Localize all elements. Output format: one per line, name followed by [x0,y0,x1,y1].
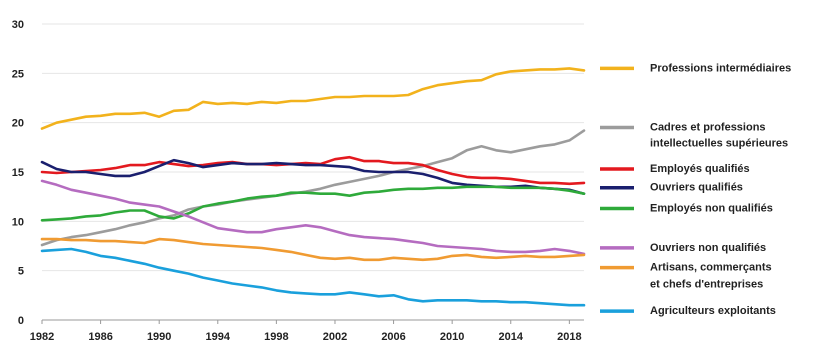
series-line [40,185,586,222]
x-tick-label: 1986 [88,331,112,343]
legend-label: Artisans, commerçants et chefs d'entrepri… [650,262,772,291]
legend-label: Cadres et professions intellectuelles sup… [650,122,788,150]
y-axis: 0 5 10 15 20 25 30 [12,19,24,327]
y-tick-label: 5 [18,266,24,278]
series-line [40,155,586,186]
x-axis: 1982 1986 1990 1994 1998 2002 2006 2010 2014 2018 [30,319,584,343]
x-tick-label: 2018 [557,331,581,343]
legend-label: Employés qualifiés [650,163,750,175]
x-tick-label: 2014 [499,331,524,343]
x-tick-label: 2002 [323,331,347,343]
series-line [40,129,586,247]
x-tick-label: 1990 [147,331,171,343]
gridlines [42,23,584,272]
legend-label: Ouvriers qualifiés [650,182,743,194]
y-tick-label: 10 [12,216,24,228]
x-tick-label: 1994 [206,331,231,343]
series-line [40,179,586,256]
series-line [40,237,586,262]
x-tick-label: 1998 [264,331,288,343]
legend-label: Employés non qualifiés [650,202,773,214]
legend: Professions intermédiaires Cadres et prof… [600,62,791,317]
series-line [40,67,586,130]
y-tick-label: 15 [12,167,24,179]
legend-label: Professions intermédiaires [650,62,791,74]
series-lines [40,67,586,307]
y-tick-label: 25 [12,68,24,80]
y-tick-label: 0 [18,315,24,327]
x-tick-label: 2006 [381,331,405,343]
legend-label: Ouvriers non qualifiés [650,242,766,254]
series-line [40,247,586,307]
x-tick-label: 1982 [30,331,54,343]
y-tick-label: 20 [12,118,24,130]
x-tick-label: 2010 [440,331,464,343]
legend-label: Agriculteurs exploitants [650,305,776,317]
y-tick-label: 30 [12,19,24,31]
